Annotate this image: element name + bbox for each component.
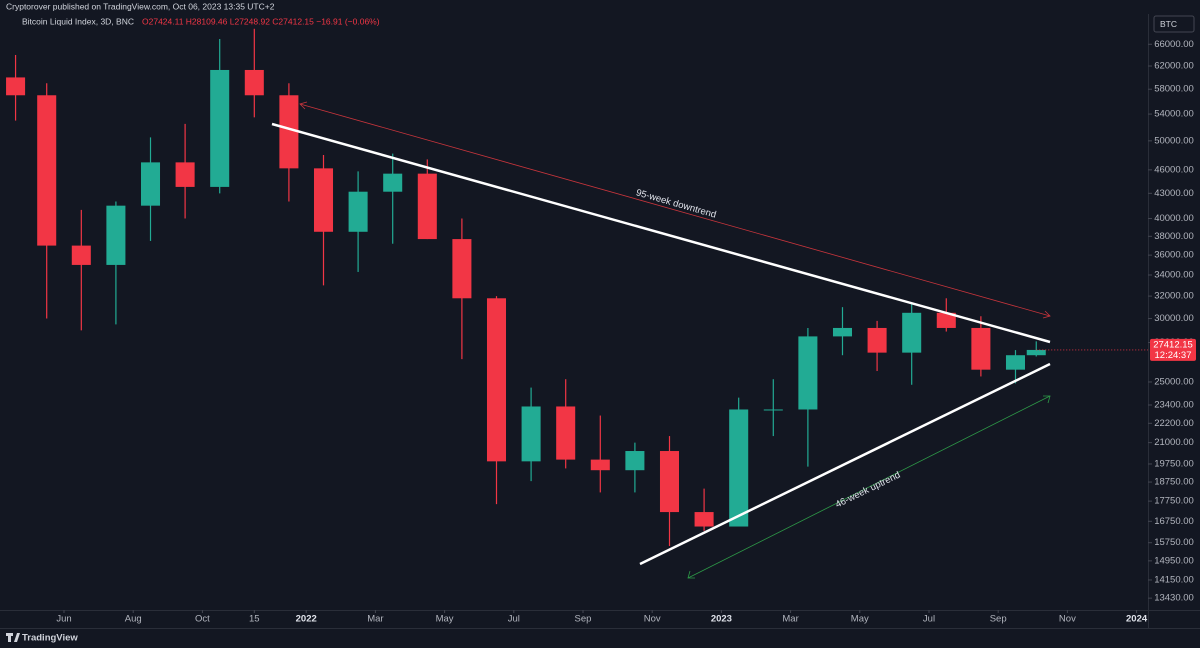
currency-box[interactable] [1153, 15, 1195, 33]
candle-body [867, 327, 887, 353]
y-tick-label: 36000.00 [1154, 250, 1194, 261]
uptrend-arrow [687, 395, 1051, 579]
downtrend-arrow [299, 101, 1051, 319]
candle-body [902, 312, 922, 353]
x-tick-label: 15 [249, 614, 260, 625]
y-tick-label: 46000.00 [1154, 164, 1194, 175]
y-tick-label: 25000.00 [1154, 376, 1194, 387]
y-tick-label: 18750.00 [1154, 477, 1194, 488]
y-tick-label: 14950.00 [1154, 555, 1194, 566]
ohlc-values: O27424.11 H28109.46 L27248.92 C27412.15 … [142, 16, 380, 26]
downtrend-line [271, 122, 1051, 344]
x-tick-label: 2024 [1126, 614, 1148, 625]
y-tick-label: 21000.00 [1154, 437, 1194, 448]
y-tick-label: 17750.00 [1154, 496, 1194, 507]
x-tick-label: Mar [367, 614, 383, 625]
x-tick-label: Sep [990, 614, 1007, 625]
countdown: 12:24:37 [1155, 350, 1192, 361]
candle-body [452, 239, 472, 299]
candle-body [106, 205, 126, 265]
y-tick-label: 40000.00 [1154, 213, 1194, 224]
x-tick-label: Nov [1059, 614, 1076, 625]
y-tick-label: 43000.00 [1154, 188, 1194, 199]
candle-body [729, 409, 749, 527]
y-tick-label: 14150.00 [1154, 574, 1194, 585]
candle-body [659, 451, 680, 513]
candle-body [37, 95, 57, 246]
candle-body [383, 173, 403, 192]
candle-body [1005, 355, 1025, 370]
y-tick-label: 30000.00 [1154, 313, 1194, 324]
last-price: 27412.15 [1153, 339, 1193, 350]
x-tick-label: May [851, 614, 869, 625]
y-tick-label: 58000.00 [1154, 84, 1194, 95]
candle-body [348, 191, 368, 232]
candle-body [140, 162, 161, 206]
y-tick-label: 66000.00 [1154, 39, 1194, 50]
y-tick-label: 15750.00 [1154, 537, 1194, 548]
plot-area [6, 28, 1148, 547]
x-tick-label: May [436, 614, 454, 625]
candle-body [175, 162, 195, 187]
candle-body [313, 168, 334, 232]
candle-body [279, 95, 299, 169]
candle-body [6, 77, 26, 96]
uptrend-line [639, 362, 1051, 566]
candle-body [590, 459, 610, 471]
symbol: Bitcoin Liquid Index, 3D, BNC [22, 16, 134, 26]
y-tick-label: 54000.00 [1154, 109, 1194, 120]
y-tick-label: 13430.00 [1154, 593, 1194, 604]
candle-body [832, 327, 853, 337]
publisher: Cryptorover published on TradingView.com… [6, 1, 275, 11]
y-tick-label: 34000.00 [1154, 270, 1194, 281]
y-tick-label: 32000.00 [1154, 291, 1194, 302]
candle-body [71, 245, 91, 265]
x-tick-label: Sep [575, 614, 592, 625]
candle-body [694, 512, 714, 527]
candle-body [1026, 349, 1046, 356]
x-tick-label: Jun [56, 614, 71, 625]
candle-body [625, 451, 645, 471]
candle-body [971, 327, 991, 370]
x-tick-label: Oct [195, 614, 210, 625]
y-tick-label: 19750.00 [1154, 458, 1194, 469]
y-tick-label: 16750.00 [1154, 516, 1194, 527]
y-tick-label: 23400.00 [1154, 400, 1194, 411]
candle-body [244, 69, 264, 96]
x-tick-label: Aug [125, 614, 142, 625]
x-tick-label: Nov [644, 614, 661, 625]
candle-body [556, 406, 576, 460]
currency: BTC [1160, 19, 1177, 29]
candle-body [486, 298, 507, 462]
candle-body [417, 173, 437, 240]
candle-body [521, 406, 541, 462]
last-price-box [1150, 338, 1196, 361]
y-tick-label: 62000.00 [1154, 61, 1194, 72]
x-tick-label: 2022 [296, 614, 317, 625]
x-tick-label: Jul [508, 614, 520, 625]
y-tick-label: 22200.00 [1154, 418, 1194, 429]
x-tick-label: 2023 [711, 614, 732, 625]
x-tick-label: Mar [782, 614, 798, 625]
candle-body [210, 69, 230, 187]
y-tick-label: 38000.00 [1154, 231, 1194, 242]
x-tick-label: Jul [923, 614, 935, 625]
y-tick-label: 50000.00 [1154, 135, 1194, 146]
candle-body [936, 312, 956, 328]
candle-body [763, 409, 783, 411]
brand: TradingView [6, 633, 78, 644]
candle-body [798, 336, 818, 410]
brand-name: TradingView [22, 633, 78, 644]
